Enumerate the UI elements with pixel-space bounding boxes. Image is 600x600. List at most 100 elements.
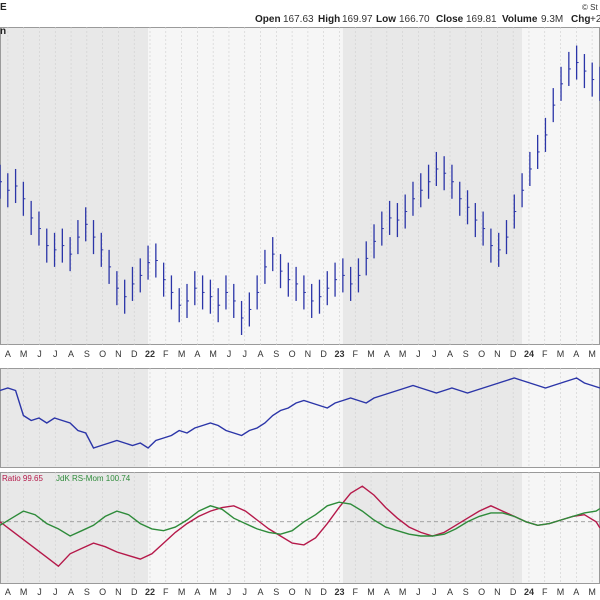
panel-band [148, 472, 343, 584]
month-tick-label-bottom: M [557, 587, 565, 597]
volume-label: Volume [502, 14, 538, 25]
month-tick-label-bottom: J [242, 587, 247, 597]
rs-ratio-label: Ratio 99.65 [2, 474, 43, 483]
month-tick-label-bottom: N [494, 587, 501, 597]
month-tick-label-bottom: A [68, 587, 74, 597]
month-tick-label-bottom: 22 [145, 587, 155, 597]
panel-band [342, 27, 523, 345]
header-left-fragment: E [0, 2, 7, 13]
rrg-lines [0, 485, 600, 568]
month-tick-label-bottom: M [20, 587, 28, 597]
month-tick-label: 23 [334, 349, 344, 359]
month-tick-label-bottom: M [588, 587, 596, 597]
month-tick-label-bottom: N [305, 587, 312, 597]
month-tick-label-bottom: N [115, 587, 122, 597]
month-tick-label-bottom: D [510, 587, 517, 597]
month-tick-label: F [542, 349, 548, 359]
panel-backgrounds [0, 27, 600, 584]
rs-ratio-line [0, 485, 600, 568]
month-tick-label-bottom: O [289, 587, 296, 597]
month-tick-label-bottom: A [5, 587, 11, 597]
month-tick-label: O [99, 349, 106, 359]
rs-mom-label: JdK RS-Mom 100.74 [56, 474, 131, 483]
month-tick-label: J [242, 349, 247, 359]
month-tick-label-bottom: F [163, 587, 169, 597]
month-tick-label: A [258, 349, 264, 359]
month-tick-label-bottom: O [99, 587, 106, 597]
high-label: High [318, 14, 340, 25]
month-tick-label-bottom: M [209, 587, 217, 597]
open-value: 167.63 [283, 14, 314, 25]
month-tick-label-bottom: F [542, 587, 548, 597]
month-tick-label-bottom: S [84, 587, 90, 597]
month-tick-label: S [273, 349, 279, 359]
month-tick-label: A [573, 349, 579, 359]
month-tick-label-bottom: A [384, 587, 390, 597]
month-tick-label: D [510, 349, 517, 359]
month-tick-label: M [588, 349, 596, 359]
rs-mom-line [0, 501, 600, 537]
month-tick-label: J [37, 349, 42, 359]
month-tick-label-bottom: A [194, 587, 200, 597]
panel-band [522, 472, 600, 584]
month-tick-label: J [416, 349, 421, 359]
month-tick-label: O [289, 349, 296, 359]
month-tick-label-bottom: D [131, 587, 138, 597]
month-tick-label: M [178, 349, 186, 359]
month-tick-label: J [432, 349, 437, 359]
month-tick-label: M [367, 349, 375, 359]
open-label: Open [255, 14, 281, 25]
month-tick-label: D [320, 349, 327, 359]
month-tick-label-bottom: 23 [334, 587, 344, 597]
x-axis-months-top: A M J J A S O N D 22 F M A M J J A S O N D 23 F M A M J J A S O N D 24 F M A… [5, 349, 596, 359]
x-axis-months-bottom: A M J J A S O N D 22 F M A M J J A S O N D 23 F M A M J J A S O N D 24 F M A… [5, 587, 596, 597]
month-tick-label-bottom: J [432, 587, 437, 597]
month-tick-label: J [53, 349, 58, 359]
close-value: 169.81 [466, 14, 497, 25]
month-tick-label: N [115, 349, 122, 359]
month-tick-label: A [447, 349, 453, 359]
header-left-fragment-2: n [0, 26, 6, 37]
month-tick-label: M [20, 349, 28, 359]
low-label: Low [376, 14, 396, 25]
month-tick-label: S [463, 349, 469, 359]
month-tick-label-bottom: M [178, 587, 186, 597]
month-tick-label-bottom: M [367, 587, 375, 597]
relative-strength-line [0, 377, 600, 449]
month-tick-label-bottom: J [227, 587, 232, 597]
month-tick-label-bottom: S [463, 587, 469, 597]
panel-band [0, 368, 149, 468]
panel-band [0, 472, 149, 584]
month-tick-label: S [84, 349, 90, 359]
month-tick-label: A [5, 349, 11, 359]
high-value: 169.97 [342, 14, 373, 25]
rrg-panel-labels: Ratio 99.65 JdK RS-Mom 100.74 [2, 474, 131, 483]
month-tick-label: A [194, 349, 200, 359]
price-bars [0, 45, 600, 335]
month-tick-label-bottom: J [53, 587, 58, 597]
panel-band [148, 27, 343, 345]
panel-band [0, 27, 149, 345]
month-tick-label: D [131, 349, 138, 359]
month-tick-label: A [384, 349, 390, 359]
low-value: 166.70 [399, 14, 430, 25]
chg-label: Chg [571, 14, 590, 25]
month-tick-label: O [478, 349, 485, 359]
month-tick-label-bottom: A [447, 587, 453, 597]
month-tick-label: 22 [145, 349, 155, 359]
rs-line-path [0, 377, 600, 449]
month-tick-label: M [209, 349, 217, 359]
month-tick-label-bottom: A [258, 587, 264, 597]
month-tick-label-bottom: 24 [524, 587, 534, 597]
month-tick-label: F [163, 349, 169, 359]
panel-band [148, 368, 343, 468]
month-tick-label: J [227, 349, 232, 359]
month-tick-label: N [305, 349, 312, 359]
month-tick-label-bottom: A [573, 587, 579, 597]
month-tick-label: N [494, 349, 501, 359]
panel-band [342, 368, 523, 468]
month-tick-label: F [353, 349, 359, 359]
month-tick-label: M [399, 349, 407, 359]
